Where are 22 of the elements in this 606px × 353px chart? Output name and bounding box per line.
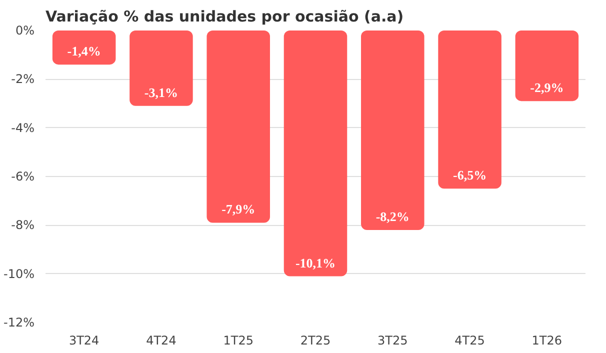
- x-tick-label: 1T25: [223, 334, 254, 348]
- x-tick-label: 2T25: [300, 334, 331, 348]
- data-label: -1,4%: [67, 44, 101, 59]
- x-tick-label: 4T24: [146, 334, 176, 348]
- y-tick-label: -2%: [11, 72, 35, 86]
- y-tick-label: 0%: [15, 24, 35, 38]
- y-tick-label: -10%: [4, 266, 35, 281]
- data-label: -10,1%: [295, 255, 336, 270]
- y-tick-label: -12%: [4, 316, 35, 330]
- y-tick-label: -8%: [11, 218, 35, 232]
- y-tick-label: -4%: [11, 120, 35, 135]
- data-label: -6,5%: [452, 168, 487, 183]
- data-label: -8,2%: [376, 209, 410, 224]
- y-tick-label: -6%: [11, 170, 35, 184]
- data-label: -2,9%: [530, 80, 564, 96]
- x-tick-label: 4T25: [454, 334, 485, 348]
- chart-title: Variação % das unidades por ocasião (a.a): [46, 8, 404, 26]
- data-label: -3,1%: [144, 84, 178, 100]
- x-tick-label: 1T26: [532, 334, 562, 348]
- x-tick-label: 3T25: [378, 334, 408, 348]
- x-tick-label: 3T24: [68, 334, 100, 348]
- data-label: -7,9%: [222, 202, 256, 217]
